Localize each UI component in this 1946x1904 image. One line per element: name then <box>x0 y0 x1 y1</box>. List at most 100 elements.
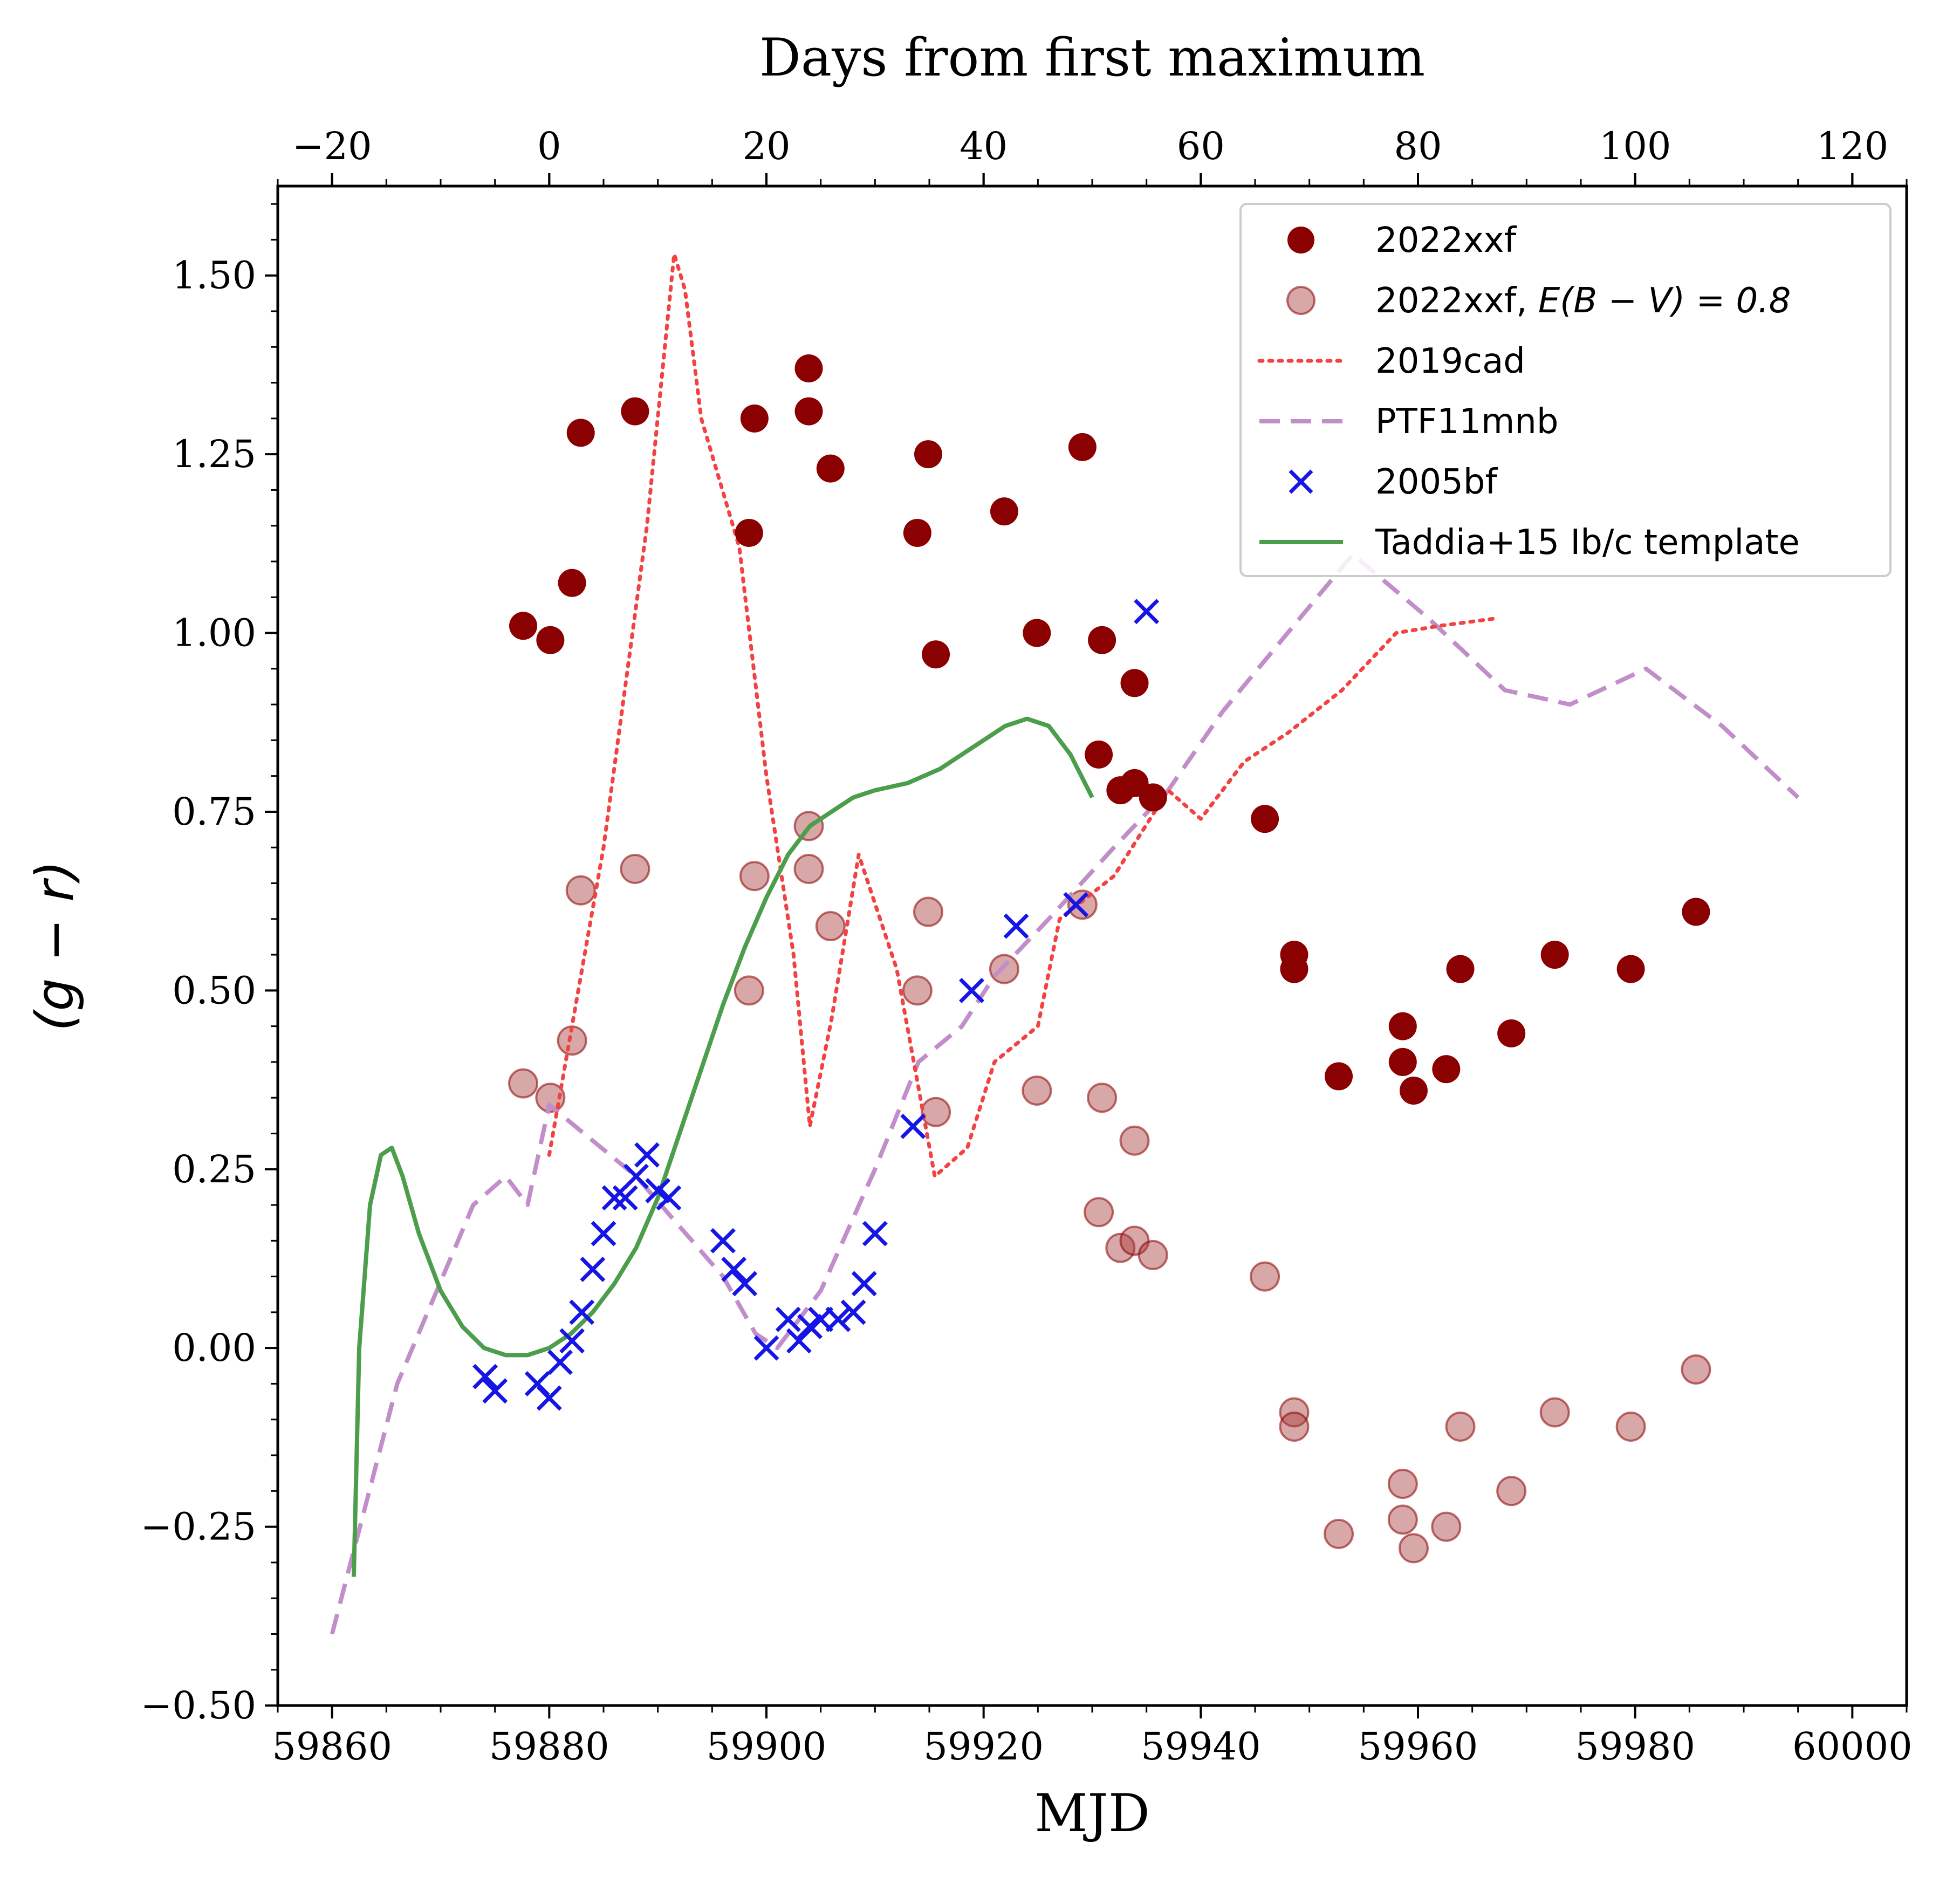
x-tick-label: 59860 <box>272 1724 392 1769</box>
data-point <box>989 954 1019 984</box>
data-point <box>1251 805 1279 833</box>
data-point <box>913 896 943 927</box>
data-point <box>990 497 1018 526</box>
x-tick-label: 59960 <box>1358 1724 1478 1769</box>
data-point <box>1134 599 1160 625</box>
y-tick-label: 1.25 <box>172 432 256 476</box>
series-line <box>330 552 1800 1635</box>
data-point <box>634 1142 660 1168</box>
x-tick-label: 59880 <box>489 1724 609 1769</box>
data-point <box>1084 1197 1114 1228</box>
series-4 <box>472 599 1160 1411</box>
plot-area <box>330 252 1800 1635</box>
data-point <box>1139 783 1167 812</box>
data-point <box>922 640 950 669</box>
data-point <box>753 1335 779 1361</box>
data-point <box>1398 1533 1429 1564</box>
data-point <box>1022 1075 1052 1106</box>
data-point <box>591 1221 616 1246</box>
series-line <box>547 252 1496 1179</box>
data-point <box>793 853 824 884</box>
top-tick-label: 20 <box>742 124 790 168</box>
data-point <box>1682 898 1710 926</box>
legend-entry: Taddia+15 Ib/c template <box>1259 523 1800 563</box>
y-tick-label: 1.00 <box>172 611 256 655</box>
data-point <box>1445 1411 1476 1442</box>
top-tick-label: 80 <box>1394 124 1442 168</box>
data-point <box>1615 1411 1646 1442</box>
data-point <box>1280 955 1308 983</box>
legend-label: PTF11mnb <box>1375 402 1558 442</box>
series-1 <box>508 811 1711 1564</box>
data-point <box>840 1299 866 1325</box>
data-point <box>1681 1354 1711 1385</box>
y-axis-title: (g − r) <box>25 860 85 1031</box>
data-point <box>547 1350 573 1375</box>
legend-label: 2005bf <box>1375 462 1498 502</box>
data-point <box>1088 626 1116 654</box>
y-tick-label: 0.50 <box>172 968 256 1012</box>
data-point <box>482 1378 508 1404</box>
x-tick-label: 59900 <box>707 1724 827 1769</box>
data-point <box>580 1256 606 1282</box>
data-point <box>1003 913 1029 939</box>
data-point <box>1023 619 1051 647</box>
data-point <box>959 977 984 1003</box>
y-tick-label: −0.25 <box>140 1505 256 1549</box>
data-point <box>1432 1055 1461 1084</box>
data-point <box>1105 1232 1136 1263</box>
series-5 <box>351 716 1094 1577</box>
data-point <box>1387 1504 1418 1535</box>
legend-entry: 2022xxf, E(B − V) = 0.8 <box>1286 281 1791 321</box>
legend-entry: 2022xxf <box>1287 221 1517 261</box>
legend-box <box>1239 203 1892 577</box>
data-point <box>1388 1047 1417 1076</box>
data-point <box>621 397 649 426</box>
data-point <box>1119 1125 1150 1156</box>
data-point <box>721 1256 747 1282</box>
data-point <box>559 1328 585 1354</box>
series-2 <box>547 252 1496 1179</box>
data-point <box>1616 955 1645 983</box>
data-point <box>786 1328 812 1354</box>
top-tick-label: 100 <box>1599 124 1671 168</box>
data-point <box>601 1185 627 1211</box>
y-tick-label: 0.25 <box>172 1147 256 1191</box>
data-point <box>620 853 650 884</box>
data-point <box>508 1068 539 1099</box>
data-point <box>902 975 933 1006</box>
x-tick-label: 59980 <box>1575 1724 1695 1769</box>
legend-marker <box>1286 286 1315 315</box>
data-point <box>566 419 595 447</box>
data-point <box>1496 1476 1527 1506</box>
data-point <box>903 518 931 547</box>
x-tick-label: 59920 <box>923 1724 1044 1769</box>
data-point <box>1446 955 1475 983</box>
data-point <box>1138 1239 1168 1270</box>
data-point <box>851 1271 877 1297</box>
data-point <box>862 1221 888 1246</box>
y-tick-label: 1.50 <box>172 254 256 298</box>
legend-label: 2022xxf <box>1375 221 1517 261</box>
data-point <box>900 1113 926 1139</box>
top-tick-label: 0 <box>537 124 561 168</box>
top-tick-label: 40 <box>960 124 1008 168</box>
data-point <box>1063 892 1089 917</box>
data-point <box>536 1385 562 1411</box>
data-point <box>509 612 538 640</box>
y-tick-label: 0.75 <box>172 790 256 834</box>
data-point <box>816 454 845 483</box>
data-point <box>472 1364 498 1389</box>
top-tick-label: 60 <box>1177 124 1225 168</box>
legend-label: Taddia+15 Ib/c template <box>1375 523 1800 563</box>
top-tick-label: 120 <box>1817 124 1889 168</box>
data-point <box>735 518 763 547</box>
data-point <box>710 1228 736 1254</box>
series-0 <box>509 354 1710 1105</box>
legend-label: 2019cad <box>1375 341 1525 381</box>
series-line <box>351 716 1094 1577</box>
data-point <box>623 1163 649 1189</box>
data-point <box>1250 1261 1280 1292</box>
data-point <box>914 440 942 469</box>
data-point <box>1087 1083 1118 1113</box>
